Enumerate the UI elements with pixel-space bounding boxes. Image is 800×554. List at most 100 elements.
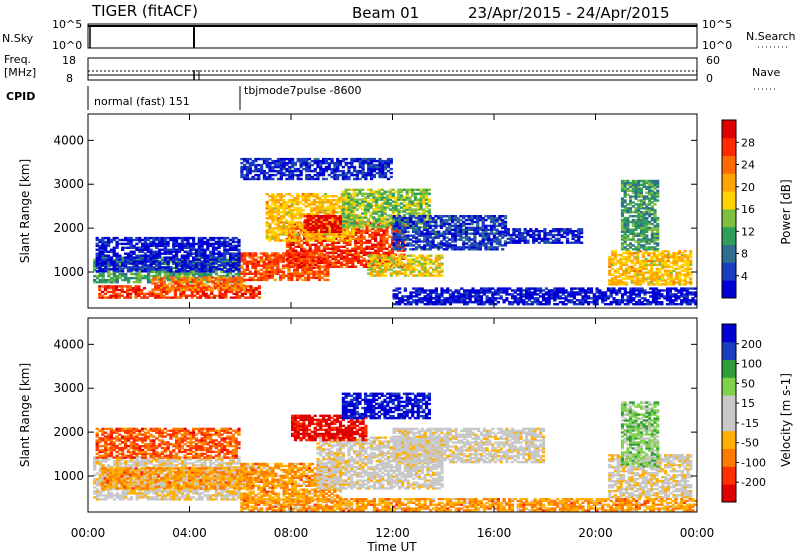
power-cell xyxy=(366,194,370,197)
power-cell xyxy=(279,199,283,202)
power-cell xyxy=(329,207,333,210)
power-cell xyxy=(371,243,375,246)
power-cell xyxy=(298,215,303,218)
power-cell xyxy=(354,249,358,252)
power-cell xyxy=(197,266,201,270)
power-cell xyxy=(451,216,455,220)
power-cell xyxy=(359,255,363,258)
power-cell xyxy=(312,266,316,269)
power-cell xyxy=(639,187,643,190)
power-cell xyxy=(352,214,357,217)
power-cell xyxy=(285,207,289,210)
power-cell xyxy=(304,270,308,273)
power-cell xyxy=(106,285,110,288)
power-cell xyxy=(620,244,624,247)
power-cell xyxy=(107,272,111,276)
power-cell xyxy=(425,236,430,239)
power-cell xyxy=(268,195,272,198)
power-cell xyxy=(647,271,651,274)
power-cell xyxy=(409,226,413,230)
power-cell xyxy=(228,280,232,283)
power-cell xyxy=(318,201,322,204)
power-cell xyxy=(680,252,684,255)
power-cell xyxy=(345,251,349,254)
power-cell xyxy=(328,243,332,246)
power-cell xyxy=(395,248,399,251)
power-cell xyxy=(551,239,555,242)
power-cell xyxy=(636,277,640,280)
power-cell xyxy=(388,188,393,191)
power-cell xyxy=(107,281,111,284)
power-cell xyxy=(490,230,494,233)
power-cell xyxy=(135,270,139,273)
power-cell xyxy=(293,197,297,200)
power-cell xyxy=(211,280,215,283)
power-cell xyxy=(211,276,215,279)
power-cell xyxy=(173,296,177,299)
power-cell xyxy=(580,241,584,244)
power-cell xyxy=(98,281,102,284)
power-cell xyxy=(306,228,310,231)
power-cell xyxy=(339,265,344,268)
power-cell xyxy=(287,231,291,234)
power-cell xyxy=(456,232,460,235)
power-cell xyxy=(377,210,381,213)
power-cell xyxy=(138,260,142,263)
power-cell xyxy=(347,204,351,207)
power-cell xyxy=(124,278,128,282)
power-cell xyxy=(235,296,239,299)
power-cell xyxy=(636,267,640,270)
power-cell xyxy=(290,219,294,222)
power-cell xyxy=(661,261,665,265)
power-cell xyxy=(451,244,455,247)
power-cell xyxy=(574,239,578,242)
power-cell xyxy=(341,196,345,199)
power-cell xyxy=(337,255,341,258)
power-cell xyxy=(412,254,416,257)
power-cell xyxy=(339,218,343,222)
power-cell xyxy=(423,236,427,239)
power-cell xyxy=(204,288,208,292)
power-cell xyxy=(626,209,630,212)
power-cell xyxy=(680,283,684,286)
power-cell xyxy=(426,258,430,261)
power-cell xyxy=(626,203,630,206)
power-cell xyxy=(532,241,536,244)
power-cell xyxy=(240,276,244,280)
power-cell xyxy=(364,204,368,207)
power-cell xyxy=(207,285,211,288)
power-cell xyxy=(177,284,181,287)
power-cell xyxy=(423,248,427,251)
power-cell xyxy=(616,283,620,286)
power-cell xyxy=(401,254,405,257)
power-cell xyxy=(543,235,547,239)
power-cell xyxy=(276,195,280,198)
power-cell xyxy=(356,261,361,264)
power-cell xyxy=(392,238,396,241)
power-cell xyxy=(626,234,630,237)
power-cell xyxy=(128,294,133,297)
power-cell xyxy=(372,254,376,257)
power-cell xyxy=(298,274,302,278)
power-cell xyxy=(180,272,184,276)
power-cell xyxy=(557,233,561,237)
power-cell xyxy=(143,260,147,263)
power-cell xyxy=(333,222,337,226)
power-cell xyxy=(311,243,315,246)
power-cell xyxy=(265,221,269,224)
power-cell xyxy=(406,242,410,245)
power-cell xyxy=(294,241,298,244)
power-cell xyxy=(653,181,657,185)
power-cell xyxy=(248,260,252,263)
power-cell xyxy=(658,267,662,270)
power-cell xyxy=(311,224,315,228)
power-cell xyxy=(317,255,321,258)
power-cell xyxy=(405,192,409,195)
power-cell xyxy=(115,240,119,244)
power-cell xyxy=(453,240,457,243)
power-cell xyxy=(354,241,358,244)
power-cell xyxy=(645,207,649,210)
power-cell xyxy=(257,287,261,290)
power-cell xyxy=(427,210,431,213)
power-cell xyxy=(205,278,209,281)
